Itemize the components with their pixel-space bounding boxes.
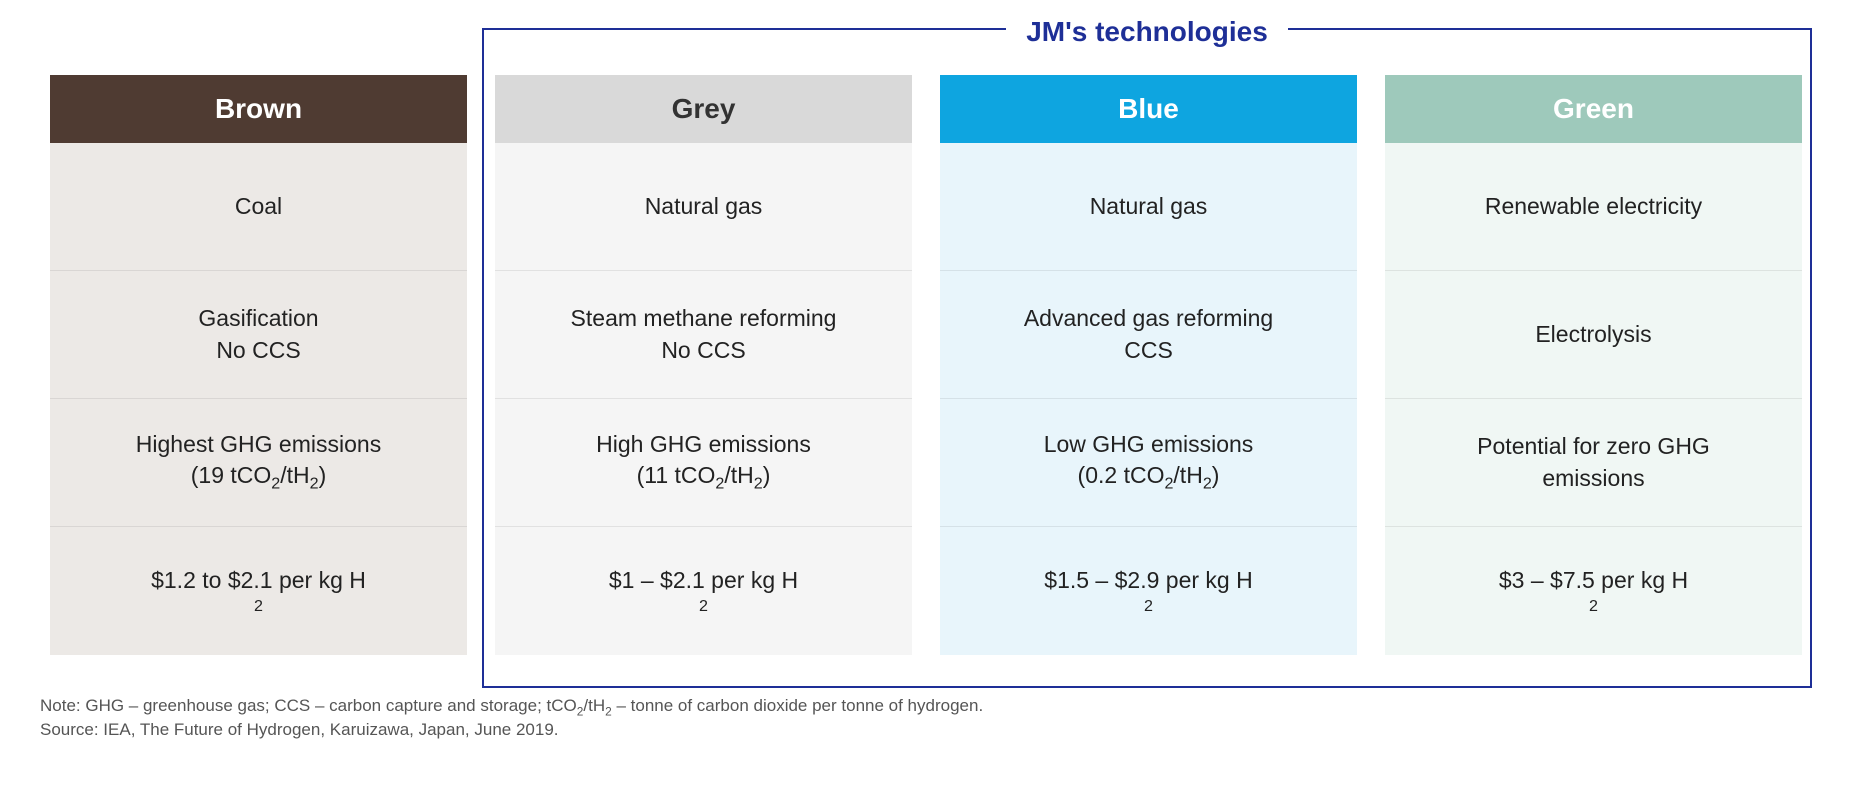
column-header-blue: Blue [940,75,1357,143]
footnote-source: Source: IEA, The Future of Hydrogen, Kar… [40,719,1812,742]
emissions-line1: Highest GHG emissions [70,429,447,460]
footnote: Note: GHG – greenhouse gas; CCS – carbon… [40,695,1812,742]
cell-emissions: Potential for zero GHGemissions [1385,399,1802,527]
emissions-line1: Potential for zero GHG [1405,431,1782,462]
column-body-green: Renewable electricity Electrolysis Potenti… [1385,143,1802,655]
cell-process: Electrolysis [1385,271,1802,399]
footnote-note: Note: GHG – greenhouse gas; CCS – carbon… [40,695,1812,719]
cell-emissions: Highest GHG emissions(19 tCO2/tH2) [50,399,467,527]
cell-process: Advanced gas reformingCCS [940,271,1357,399]
emissions-line2: (11 tCO2/tH2) [515,460,892,495]
process-line2: No CCS [515,335,892,366]
column-brown: BrownCoalGasificationNo CCSHighest GHG e… [50,75,467,655]
cell-cost: $1.5 – $2.9 per kg H2 [940,527,1357,655]
emissions-line2: emissions [1405,463,1782,494]
cell-emissions: High GHG emissions(11 tCO2/tH2) [495,399,912,527]
process-line1: Steam methane reforming [515,303,892,334]
process-line2: No CCS [70,335,447,366]
emissions-line1: Low GHG emissions [960,429,1337,460]
cell-cost: $1 – $2.1 per kg H2 [495,527,912,655]
cell-cost: $1.2 to $2.1 per kg H2 [50,527,467,655]
columns-container: BrownCoalGasificationNo CCSHighest GHG e… [40,75,1812,655]
cell-process: GasificationNo CCS [50,271,467,399]
emissions-line2: (0.2 tCO2/tH2) [960,460,1337,495]
column-body-grey: Natural gasSteam methane reformingNo CCS… [495,143,912,655]
emissions-line1: High GHG emissions [515,429,892,460]
column-body-brown: CoalGasificationNo CCSHighest GHG emissi… [50,143,467,655]
process-line1: Electrolysis [1405,319,1782,350]
process-line2: CCS [960,335,1337,366]
cell-feedstock: Renewable electricity [1385,143,1802,271]
highlight-label: JM's technologies [1006,16,1288,47]
cell-cost: $3 – $7.5 per kg H2 [1385,527,1802,655]
column-header-brown: Brown [50,75,467,143]
cell-process: Steam methane reformingNo CCS [495,271,912,399]
cell-feedstock: Natural gas [495,143,912,271]
cell-feedstock: Coal [50,143,467,271]
process-line1: Advanced gas reforming [960,303,1337,334]
highlight-label-wrap: JM's technologies [482,16,1812,48]
column-blue: BlueNatural gasAdvanced gas reformingCCS… [940,75,1357,655]
emissions-line2: (19 tCO2/tH2) [70,460,447,495]
column-grey: GreyNatural gasSteam methane reformingNo… [495,75,912,655]
column-green: GreenRenewable electricity Electrolysis Po… [1385,75,1802,655]
cell-emissions: Low GHG emissions(0.2 tCO2/tH2) [940,399,1357,527]
column-header-green: Green [1385,75,1802,143]
column-body-blue: Natural gasAdvanced gas reformingCCSLow … [940,143,1357,655]
process-line1: Gasification [70,303,447,334]
cell-feedstock: Natural gas [940,143,1357,271]
column-header-grey: Grey [495,75,912,143]
